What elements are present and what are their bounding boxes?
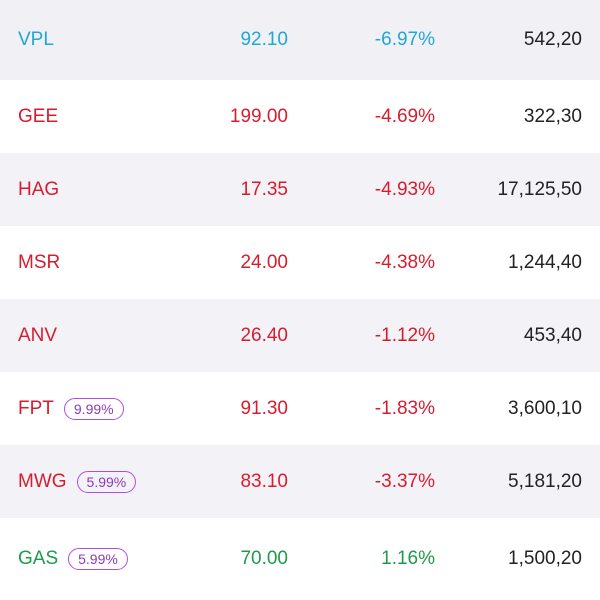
stock-row-gas[interactable]: GAS 5.99% 70.00 1.16% 1,500,20 (0, 518, 600, 600)
stock-symbol: MWG (18, 470, 67, 492)
stock-volume: 17,125,50 (497, 178, 582, 200)
symbol-cell: FPT 9.99% (18, 397, 124, 420)
stock-symbol: GEE (18, 105, 59, 127)
stock-row-gee[interactable]: GEE 199.00 -4.69% 322,30 (0, 80, 600, 153)
stock-symbol: MSR (18, 251, 61, 273)
margin-rate-badge: 9.99% (63, 397, 124, 420)
stock-change-percent: -4.38% (374, 251, 435, 273)
stock-change-percent: 1.16% (381, 548, 435, 569)
symbol-cell: GEE (18, 106, 58, 128)
stock-change-percent: -1.12% (374, 324, 435, 346)
stock-volume: 5,181,20 (508, 470, 582, 492)
symbol-cell: GAS 5.99% (18, 548, 128, 570)
stock-row-msr[interactable]: MSR 24.00 -4.38% 1,244,40 (0, 226, 600, 299)
stock-change-percent: -3.37% (374, 470, 435, 492)
symbol-cell: MSR (18, 252, 60, 274)
symbol-cell: HAG (18, 179, 59, 201)
stock-price: 92.10 (240, 29, 288, 50)
stock-symbol: GAS (18, 548, 59, 569)
stock-row-vpl[interactable]: VPL 92.10 -6.97% 542,20 (0, 0, 600, 80)
stock-price: 199.00 (229, 105, 288, 127)
margin-rate-badge: 5.99% (76, 470, 137, 493)
stock-symbol: ANV (18, 324, 58, 346)
stock-volume: 542,20 (523, 29, 582, 50)
stock-change-percent: -6.97% (374, 29, 435, 50)
stock-volume: 1,244,40 (508, 251, 582, 273)
stock-row-mwg[interactable]: MWG 5.99% 83.10 -3.37% 5,181,20 (0, 445, 600, 518)
stock-price: 91.30 (240, 397, 288, 419)
stock-price: 70.00 (240, 548, 288, 569)
stock-change-percent: -1.83% (374, 397, 435, 419)
stock-volume: 453,40 (523, 324, 582, 346)
stock-change-percent: -4.69% (374, 105, 435, 127)
stock-price: 26.40 (240, 324, 288, 346)
stock-row-anv[interactable]: ANV 26.40 -1.12% 453,40 (0, 299, 600, 372)
stock-symbol: FPT (18, 397, 54, 419)
symbol-cell: ANV (18, 325, 57, 347)
stock-price: 17.35 (240, 178, 288, 200)
symbol-cell: MWG 5.99% (18, 470, 137, 493)
stock-symbol: HAG (18, 178, 60, 200)
stock-row-hag[interactable]: HAG 17.35 -4.93% 17,125,50 (0, 153, 600, 226)
stock-price: 83.10 (240, 470, 288, 492)
stock-price: 24.00 (240, 251, 288, 273)
stock-volume: 322,30 (523, 105, 582, 127)
stock-volume: 1,500,20 (508, 548, 582, 569)
margin-rate-badge: 5.99% (68, 548, 128, 570)
stock-volume: 3,600,10 (508, 397, 582, 419)
stock-symbol: VPL (18, 29, 54, 50)
symbol-cell: VPL (18, 29, 54, 51)
stock-row-fpt[interactable]: FPT 9.99% 91.30 -1.83% 3,600,10 (0, 372, 600, 445)
stock-change-percent: -4.93% (374, 178, 435, 200)
